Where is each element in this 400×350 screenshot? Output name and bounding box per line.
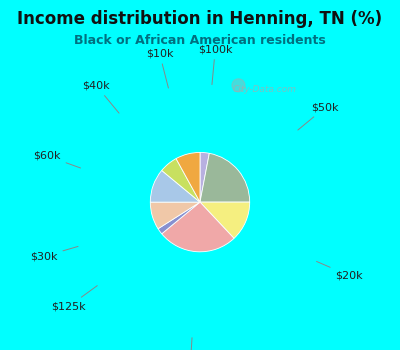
Text: $60k: $60k [33, 151, 80, 168]
Text: $40k: $40k [82, 80, 119, 113]
Text: $30k: $30k [30, 246, 78, 261]
Text: $125k: $125k [51, 286, 97, 312]
Wedge shape [158, 202, 200, 234]
Text: $100k: $100k [198, 44, 232, 85]
Wedge shape [150, 170, 200, 202]
Wedge shape [176, 153, 200, 202]
Circle shape [232, 79, 245, 92]
Text: $50k: $50k [298, 102, 339, 130]
Wedge shape [150, 202, 200, 229]
Wedge shape [200, 153, 250, 202]
Wedge shape [162, 159, 200, 202]
Wedge shape [162, 202, 234, 252]
Text: Income distribution in Henning, TN (%): Income distribution in Henning, TN (%) [18, 10, 382, 28]
Wedge shape [200, 153, 209, 202]
Wedge shape [200, 202, 250, 238]
Text: City-Data.com: City-Data.com [233, 85, 297, 94]
Text: $20k: $20k [316, 261, 363, 281]
Text: $10k: $10k [146, 48, 173, 88]
Text: Black or African American residents: Black or African American residents [74, 34, 326, 47]
Text: $75k: $75k [176, 338, 204, 350]
